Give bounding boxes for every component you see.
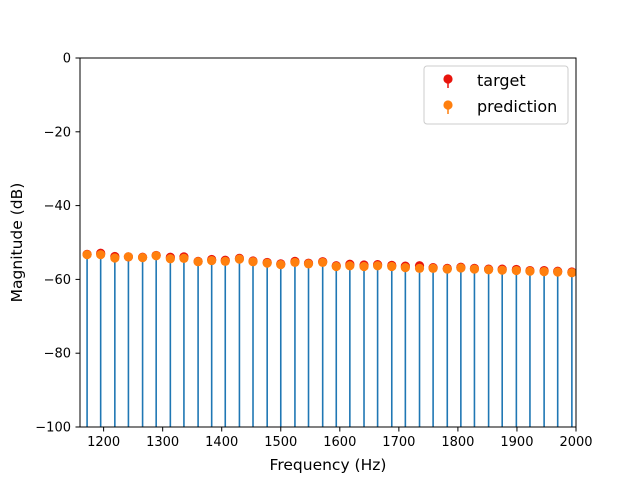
prediction-marker [179, 253, 189, 263]
y-tick-label: −80 [44, 347, 71, 362]
prediction-marker [193, 257, 203, 267]
prediction-marker [220, 256, 230, 266]
y-tick-label: −100 [35, 421, 71, 436]
prediction-marker [318, 257, 328, 268]
prediction-marker [82, 250, 92, 260]
prediction-marker [207, 255, 217, 266]
legend-entry-prediction: prediction [443, 97, 557, 116]
x-tick-label: 2000 [559, 435, 592, 450]
prediction-marker [497, 265, 507, 275]
prediction-marker [262, 258, 272, 268]
x-tick-label: 1900 [500, 435, 533, 450]
x-axis-label: Frequency (Hz) [270, 456, 387, 474]
prediction-marker [290, 257, 300, 268]
prediction-marker [165, 254, 175, 264]
prediction-marker [151, 251, 161, 261]
x-tick-label: 1700 [382, 435, 415, 450]
prediction-marker [373, 261, 383, 271]
legend-label-prediction: prediction [477, 97, 557, 116]
prediction-marker [553, 267, 563, 277]
prediction-marker [123, 252, 134, 262]
x-tick-label: 1800 [441, 435, 474, 450]
y-axis-ticks: 0 −20 −40 −60 −80 −100 [35, 52, 80, 436]
prediction-marker [567, 268, 577, 278]
prediction-marker [484, 265, 494, 275]
prediction-marker [428, 263, 438, 273]
x-tick-label: 1300 [146, 435, 179, 450]
prediction-marker [469, 264, 480, 274]
y-tick-label: −20 [44, 125, 71, 140]
legend-entry-target: target [443, 71, 526, 90]
prediction-marker [345, 261, 355, 271]
plot-frame [79, 57, 577, 428]
x-axis-ticks: 1200 1300 1400 1500 1600 1700 1800 1900 2000 [87, 427, 593, 450]
prediction-marker [137, 253, 148, 263]
x-tick-label: 1600 [323, 435, 356, 450]
y-tick-label: −60 [44, 273, 71, 288]
prediction-marker [331, 261, 341, 272]
prediction-marker [248, 257, 258, 267]
x-tick-label: 1500 [264, 435, 297, 450]
legend-marker-target [443, 74, 453, 84]
legend-label-target: target [477, 71, 526, 90]
prediction-marker [303, 259, 314, 269]
y-tick-label: −40 [44, 199, 71, 214]
prediction-marker [234, 254, 245, 264]
x-tick-label: 1400 [205, 435, 238, 450]
prediction-marker [442, 264, 452, 274]
y-tick-label: 0 [63, 52, 71, 67]
prediction-marker [414, 263, 425, 273]
data-markers [82, 248, 577, 278]
legend-frame [423, 65, 569, 125]
legend-marker-prediction [443, 100, 453, 110]
prediction-marker [359, 261, 369, 272]
prediction-marker [456, 263, 466, 273]
prediction-marker [525, 266, 535, 276]
prediction-marker [110, 253, 120, 263]
y-axis-label: Magnitude (dB) [8, 183, 26, 303]
x-tick-label: 1200 [87, 435, 120, 450]
prediction-marker [400, 262, 410, 273]
prediction-marker [387, 261, 397, 272]
prediction-marker [96, 250, 106, 260]
prediction-marker [511, 265, 521, 276]
prediction-marker [276, 260, 286, 270]
stem-lines [86, 253, 573, 427]
legend: target prediction [423, 65, 569, 125]
prediction-marker [539, 267, 549, 277]
